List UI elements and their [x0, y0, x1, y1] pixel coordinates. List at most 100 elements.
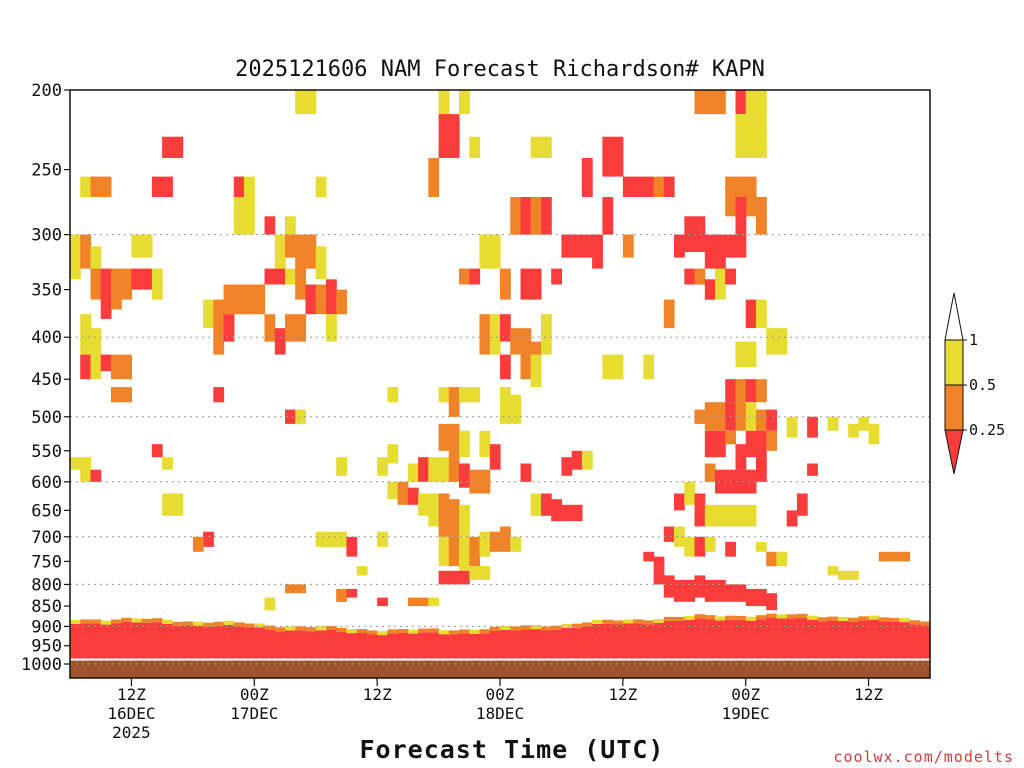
- ri-cell: [704, 90, 716, 115]
- ri-cell: [305, 284, 317, 315]
- ri-cell: [469, 469, 481, 494]
- ri-cell: [756, 588, 767, 607]
- ri-cell: [326, 531, 337, 547]
- boundary-layer-band: [796, 617, 808, 659]
- boundary-fringe: [151, 618, 163, 623]
- ri-cell: [715, 268, 726, 300]
- ri-cell: [418, 457, 429, 482]
- x-tick-label: 00Z: [486, 685, 515, 704]
- ri-cell: [694, 536, 706, 557]
- boundary-fringe: [162, 619, 173, 624]
- boundary-layer-band: [919, 625, 931, 659]
- ri-cell: [448, 457, 460, 482]
- ri-cell: [868, 423, 880, 445]
- ri-cell: [459, 536, 470, 571]
- ri-cell: [520, 463, 532, 482]
- ground-layer: [70, 660, 930, 678]
- ri-cell: [254, 284, 266, 315]
- ri-cell: [213, 387, 225, 403]
- ri-cell: [581, 450, 593, 470]
- boundary-layer-band: [500, 630, 511, 659]
- ri-cell: [592, 234, 603, 269]
- boundary-fringe: [633, 619, 644, 624]
- boundary-layer-band: [366, 634, 378, 659]
- boundary-layer-band: [592, 623, 603, 659]
- ri-cell: [479, 430, 491, 458]
- boundary-fringe: [694, 614, 706, 619]
- ri-cell: [80, 354, 91, 380]
- ri-cell: [285, 216, 296, 235]
- ri-cell: [602, 136, 614, 177]
- ri-cell: [203, 531, 214, 547]
- boundary-layer-band: [735, 619, 747, 659]
- ri-cell: [459, 504, 470, 537]
- credit-text[interactable]: coolwx.com/modelts: [833, 748, 1014, 766]
- ri-cell: [459, 463, 470, 488]
- boundary-fringe: [530, 625, 542, 630]
- ri-cell: [274, 234, 286, 269]
- y-tick-label: 800: [31, 575, 62, 595]
- boundary-layer-band: [274, 631, 286, 659]
- ri-cell: [500, 354, 511, 380]
- ri-cell: [756, 114, 767, 158]
- ri-cell: [807, 416, 818, 438]
- ri-cell: [315, 246, 327, 280]
- ri-cell: [520, 268, 532, 300]
- boundary-fringe: [469, 629, 481, 634]
- ri-cell: [581, 158, 593, 197]
- boundary-fringe: [663, 616, 675, 621]
- boundary-layer-band: [151, 622, 163, 659]
- ri-cell: [448, 114, 460, 158]
- ri-cell: [786, 510, 798, 527]
- boundary-fringe: [111, 619, 122, 624]
- boundary-fringe: [90, 619, 102, 624]
- ri-cell: [786, 416, 798, 438]
- boundary-fringe: [745, 616, 757, 621]
- boundary-layer-band: [663, 620, 675, 659]
- ri-cell: [520, 328, 532, 355]
- ri-cell: [162, 136, 173, 158]
- surface-line: [70, 658, 930, 661]
- ri-cell: [571, 504, 583, 522]
- boundary-fringe: [336, 628, 347, 632]
- colorbar-label: 1: [969, 331, 978, 349]
- boundary-layer-band: [131, 622, 143, 659]
- ri-cell: [387, 444, 399, 464]
- ri-cell: [704, 279, 716, 300]
- boundary-layer-band: [387, 633, 399, 659]
- ri-cell: [407, 487, 419, 505]
- ri-cell: [878, 551, 890, 562]
- boundary-layer-band: [633, 623, 644, 659]
- ri-cell: [428, 493, 440, 527]
- boundary-fringe: [704, 615, 716, 620]
- ri-cell: [510, 536, 521, 552]
- ri-cell: [663, 575, 675, 598]
- boundary-layer-band: [397, 633, 409, 659]
- y-tick-label: 300: [31, 226, 62, 246]
- ri-cell: [602, 354, 614, 380]
- colorbar-segment: [944, 384, 964, 431]
- boundary-fringe: [407, 629, 419, 634]
- boundary-fringe: [131, 618, 143, 623]
- boundary-fringe: [909, 620, 921, 625]
- ri-cell: [172, 493, 184, 516]
- boundary-fringe: [254, 623, 266, 628]
- boundary-layer-band: [541, 630, 552, 659]
- boundary-layer-band: [725, 619, 736, 659]
- ri-cell: [684, 268, 696, 285]
- ri-cell: [694, 493, 706, 527]
- ri-cell: [90, 328, 102, 355]
- boundary-layer-band: [715, 620, 726, 659]
- boundary-fringe: [315, 626, 327, 631]
- boundary-fringe: [541, 626, 552, 631]
- boundary-fringe: [182, 621, 194, 626]
- ri-cell: [715, 90, 726, 115]
- ri-cell: [438, 457, 450, 482]
- ri-cell: [448, 536, 460, 567]
- ri-cell: [244, 284, 255, 315]
- ri-cell: [807, 463, 818, 476]
- ri-cell: [356, 566, 368, 576]
- ri-cell: [233, 176, 245, 197]
- ri-cell: [704, 504, 716, 527]
